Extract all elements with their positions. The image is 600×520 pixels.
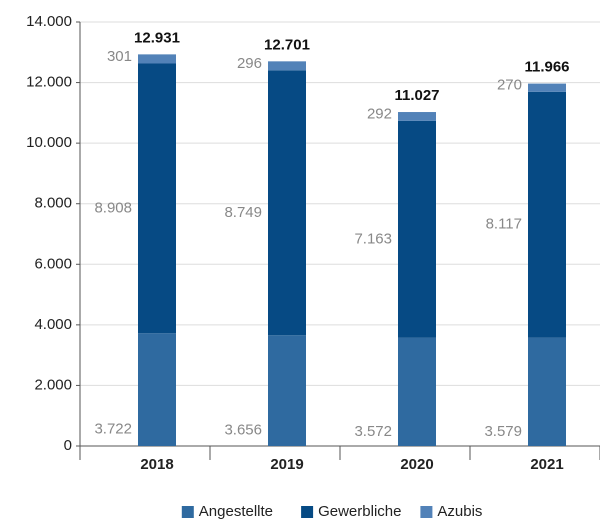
y-tick-label: 10.000 [26, 134, 72, 151]
value-label: 296 [237, 55, 262, 72]
y-tick-label: 12.000 [26, 74, 72, 91]
value-label: 3.579 [484, 423, 522, 440]
total-label: 11.027 [394, 87, 439, 104]
total-label: 12.701 [264, 36, 310, 53]
bar-segment [398, 112, 436, 121]
value-label: 7.163 [354, 230, 392, 247]
value-label: 8.117 [486, 216, 522, 233]
y-tick-label: 2.000 [34, 376, 72, 393]
legend-label: Gewerbliche [318, 503, 401, 520]
value-label: 301 [107, 48, 132, 65]
bar-segment [398, 337, 436, 446]
value-label: 270 [497, 77, 522, 94]
x-tick-label: 2021 [530, 456, 563, 473]
value-label: 292 [367, 105, 392, 122]
bar-segment [138, 333, 176, 446]
bar-segment [398, 120, 436, 338]
y-tick-label: 8.000 [34, 195, 72, 212]
value-label: 3.572 [354, 423, 392, 440]
y-tick-label: 14.000 [26, 13, 72, 30]
value-label: 3.722 [94, 421, 132, 438]
bar-segment [268, 70, 306, 336]
y-tick-label: 4.000 [34, 316, 72, 333]
x-tick-label: 2019 [270, 456, 303, 473]
bar-segment [528, 91, 566, 338]
legend-swatch [301, 506, 314, 518]
y-tick-label: 6.000 [34, 255, 72, 272]
value-label: 8.749 [224, 204, 262, 221]
bar-segment [528, 83, 566, 92]
value-label: 8.908 [94, 199, 132, 216]
legend-swatch [181, 506, 194, 518]
legend-label: Angestellte [199, 503, 273, 520]
bar-segment [268, 335, 306, 446]
legend-swatch [420, 506, 433, 518]
y-tick-label: 0 [64, 437, 72, 454]
value-label: 3.656 [224, 422, 262, 439]
bar-segment [528, 337, 566, 446]
legend-label: Azubis [437, 503, 482, 520]
total-label: 12.931 [134, 29, 180, 46]
bar-segment [138, 63, 176, 334]
bar-segment [268, 61, 306, 71]
x-tick-label: 2020 [400, 456, 433, 473]
total-label: 11.966 [524, 59, 569, 76]
x-tick-label: 2018 [140, 456, 173, 473]
bar-segment [138, 54, 176, 64]
